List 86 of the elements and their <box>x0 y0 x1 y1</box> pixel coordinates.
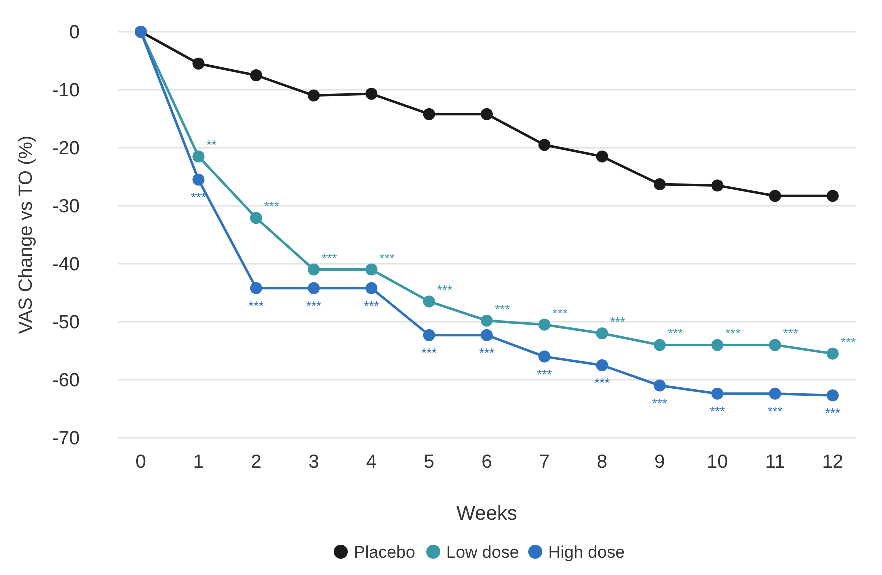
data-label: *** <box>248 298 264 314</box>
point <box>250 212 262 224</box>
x-tick-label: 5 <box>424 452 435 473</box>
data-label: *** <box>322 250 338 266</box>
data-label: *** <box>594 376 610 390</box>
point <box>366 282 378 294</box>
point <box>712 339 724 352</box>
point <box>481 108 493 120</box>
point <box>769 190 782 202</box>
point <box>596 328 608 340</box>
x-tick-label: 3 <box>308 452 320 473</box>
x-tick-label: 8 <box>597 452 608 473</box>
y-tick-label: -30 <box>52 196 80 218</box>
y-tick-label: -40 <box>52 254 80 276</box>
point <box>654 178 666 191</box>
point <box>769 388 782 400</box>
point <box>712 180 724 192</box>
data-label: *** <box>495 302 510 317</box>
data-label: *** <box>364 298 380 314</box>
y-tick-label: -50 <box>52 312 80 334</box>
data-label: *** <box>306 298 322 314</box>
point <box>192 150 205 163</box>
point <box>250 282 262 294</box>
data-label: *** <box>552 306 568 321</box>
y-tick-label: -20 <box>52 138 80 160</box>
legend-label: Placebo <box>354 543 416 562</box>
point <box>538 139 551 152</box>
x-tick-label: 10 <box>707 452 728 473</box>
point <box>769 339 782 352</box>
point <box>423 296 436 308</box>
point <box>366 88 378 100</box>
y-tick-label: -10 <box>52 80 80 102</box>
data-label: *** <box>610 314 626 330</box>
point <box>712 388 724 400</box>
point <box>481 314 493 327</box>
x-tick-label: 6 <box>482 452 492 473</box>
data-label: *** <box>652 396 668 411</box>
point <box>596 150 608 163</box>
x-tick-label: 9 <box>654 452 666 473</box>
data-label: *** <box>768 404 783 419</box>
data-label: *** <box>710 404 726 419</box>
data-label: *** <box>783 326 798 342</box>
point <box>481 329 493 342</box>
x-tick-label: 2 <box>251 452 262 473</box>
point <box>192 58 205 70</box>
data-label: *** <box>191 190 206 205</box>
legend-label: Low dose <box>446 543 520 562</box>
point <box>826 190 839 202</box>
data-label: *** <box>422 345 437 360</box>
point <box>826 348 839 360</box>
point <box>654 339 666 352</box>
data-label: *** <box>537 366 552 382</box>
legend-label: High dose <box>548 543 626 562</box>
data-label: *** <box>840 334 856 350</box>
point <box>423 108 436 120</box>
data-label: ** <box>206 138 217 153</box>
x-tick-label: 7 <box>539 452 550 473</box>
y-tick-label: -60 <box>52 370 80 392</box>
x-axis-title: Weeks <box>456 503 518 525</box>
data-label: *** <box>825 406 841 421</box>
data-label: *** <box>668 326 684 342</box>
point <box>538 318 551 331</box>
point <box>250 70 262 82</box>
point <box>826 390 839 402</box>
point <box>654 380 666 392</box>
data-label: *** <box>726 326 741 342</box>
point <box>192 174 205 186</box>
point <box>308 264 320 276</box>
y-tick-label: 0 <box>69 22 80 44</box>
y-tick-label: -70 <box>52 428 80 450</box>
x-tick-label: 1 <box>193 452 204 473</box>
point <box>308 282 320 294</box>
data-label: *** <box>437 282 453 298</box>
data-label: *** <box>479 345 495 360</box>
data-label: *** <box>380 250 395 266</box>
point <box>423 329 436 342</box>
data-label: *** <box>264 199 280 214</box>
y-axis-title: VAS Change vs TO (%) <box>16 136 37 334</box>
x-tick-label: 12 <box>822 452 844 473</box>
point <box>308 90 320 102</box>
point <box>596 360 608 372</box>
point <box>538 350 551 363</box>
x-tick-label: 11 <box>765 452 786 473</box>
x-tick-label: 4 <box>366 452 378 473</box>
point <box>366 264 378 276</box>
x-tick-label: 0 <box>136 452 146 473</box>
